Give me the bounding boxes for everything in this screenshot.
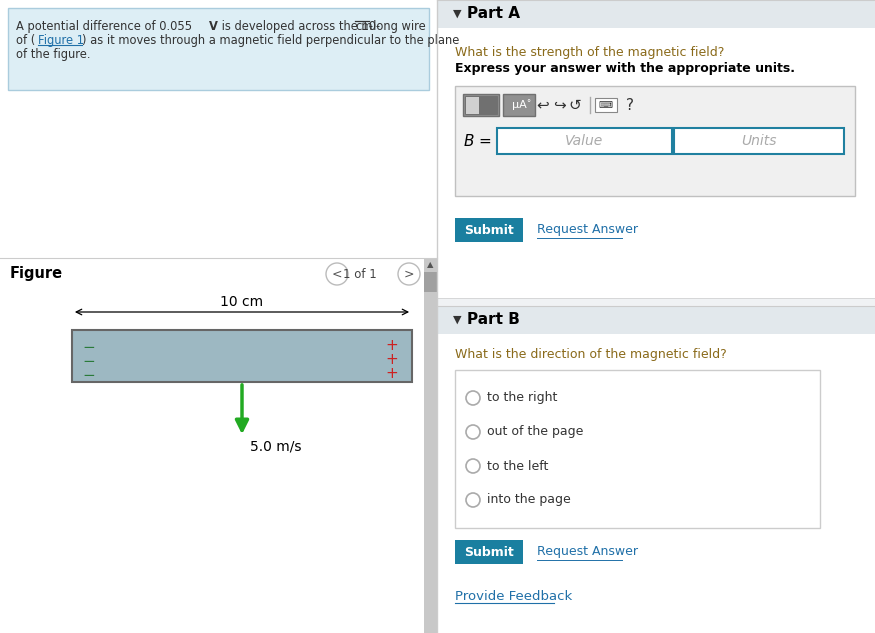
Circle shape (398, 263, 420, 285)
Bar (72, 330, 412, 382)
Text: Request Answer: Request Answer (537, 223, 638, 237)
Bar (437, 334, 875, 633)
Text: V: V (209, 20, 218, 33)
Bar (424, 272, 437, 292)
Text: ▼: ▼ (453, 9, 461, 19)
Bar (465, 96, 479, 114)
Text: Request Answer: Request Answer (537, 546, 638, 558)
Bar (424, 258, 437, 633)
Text: A potential difference of 0.055: A potential difference of 0.055 (16, 20, 196, 33)
Text: −: − (82, 354, 94, 369)
Text: −: − (82, 340, 94, 355)
Bar (455, 540, 523, 564)
Bar (455, 370, 820, 528)
Circle shape (326, 263, 348, 285)
Text: Submit: Submit (464, 546, 514, 558)
Text: ↩: ↩ (536, 97, 550, 113)
Circle shape (466, 459, 480, 473)
Bar (674, 128, 844, 154)
Text: μA: μA (512, 100, 527, 110)
Bar (497, 128, 672, 154)
Text: ⌨: ⌨ (598, 100, 613, 110)
Text: >: > (403, 268, 414, 280)
Text: Part B: Part B (467, 313, 520, 327)
Text: is developed across the 10-: is developed across the 10- (218, 20, 380, 33)
Circle shape (466, 493, 480, 507)
Text: Figure: Figure (10, 266, 63, 281)
Text: out of the page: out of the page (487, 425, 584, 439)
Circle shape (466, 391, 480, 405)
Text: Value: Value (565, 134, 604, 148)
Text: 10 cm: 10 cm (220, 295, 263, 309)
Text: Part A: Part A (467, 6, 520, 22)
Text: 1 of 1: 1 of 1 (343, 268, 377, 280)
Text: Figure 1: Figure 1 (38, 34, 84, 47)
Text: +: + (385, 352, 398, 367)
Bar (503, 94, 535, 116)
Text: ?: ? (626, 97, 634, 113)
Bar (8, 8, 429, 90)
Text: $B$ =: $B$ = (463, 133, 492, 149)
Text: Submit: Submit (464, 223, 514, 237)
Text: ) as it moves through a magnetic field perpendicular to the plane: ) as it moves through a magnetic field p… (82, 34, 459, 47)
Text: Units: Units (741, 134, 777, 148)
Bar (479, 96, 497, 114)
Text: of (: of ( (16, 34, 35, 47)
Text: +: + (385, 338, 398, 353)
Text: into the page: into the page (487, 494, 570, 506)
Text: -long wire: -long wire (369, 20, 426, 33)
Text: +: + (385, 366, 398, 381)
Text: °: ° (526, 99, 530, 108)
Text: −: − (82, 368, 94, 383)
Text: of the figure.: of the figure. (16, 48, 90, 61)
Bar (0, 0, 437, 633)
Text: ▼: ▼ (453, 315, 461, 325)
Bar (437, 306, 875, 334)
Text: to the left: to the left (487, 460, 549, 472)
Text: <: < (332, 268, 342, 280)
Circle shape (466, 425, 480, 439)
Text: Express your answer with the appropriate units.: Express your answer with the appropriate… (455, 62, 795, 75)
Text: ↪: ↪ (553, 97, 565, 113)
Bar (463, 94, 499, 116)
Text: Provide Feedback: Provide Feedback (455, 590, 572, 603)
Bar (455, 86, 855, 196)
Bar (455, 218, 523, 242)
Text: What is the direction of the magnetic field?: What is the direction of the magnetic fi… (455, 348, 727, 361)
Bar (437, 0, 875, 633)
Bar (437, 28, 875, 298)
Text: to the right: to the right (487, 391, 557, 404)
Text: 5.0 m/s: 5.0 m/s (250, 440, 302, 454)
Bar (437, 0, 875, 28)
Text: cm: cm (355, 20, 373, 33)
Text: ↺: ↺ (569, 97, 581, 113)
Text: What is the strength of the magnetic field?: What is the strength of the magnetic fie… (455, 46, 724, 59)
Text: ▲: ▲ (427, 260, 433, 269)
Bar (595, 98, 617, 112)
